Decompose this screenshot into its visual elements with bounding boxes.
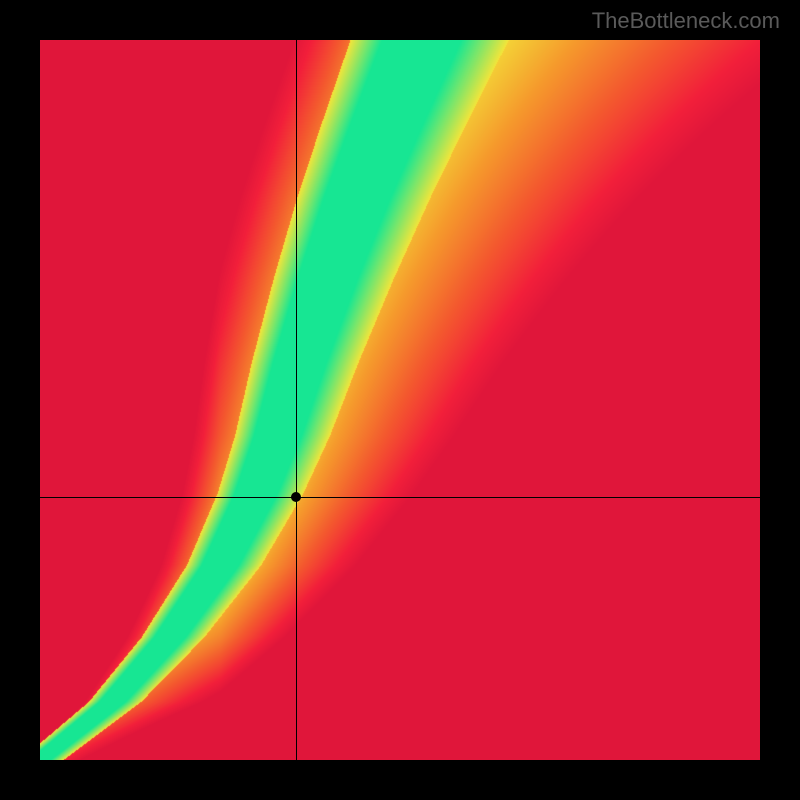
heatmap-plot — [40, 40, 760, 760]
watermark-text: TheBottleneck.com — [592, 8, 780, 34]
crosshair-vertical — [296, 40, 297, 760]
heatmap-canvas — [40, 40, 760, 760]
crosshair-marker — [291, 492, 301, 502]
crosshair-horizontal — [40, 497, 760, 498]
